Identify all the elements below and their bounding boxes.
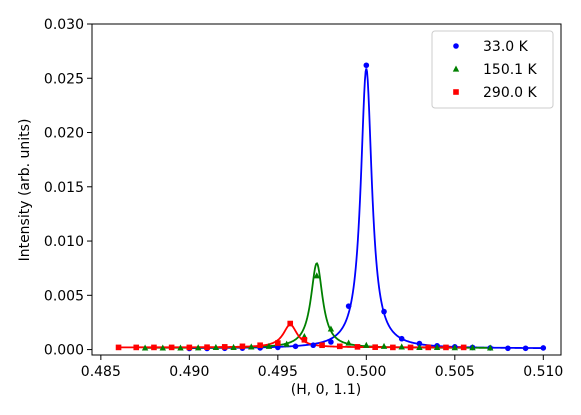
data-point-290-0-k — [168, 344, 175, 351]
y-tick-label: 0.000 — [44, 343, 84, 359]
data-point-290-0-k — [204, 344, 210, 350]
x-tick-label: 0.510 — [523, 364, 563, 380]
data-point-290-0-k — [319, 342, 325, 349]
x-tick-label: 0.485 — [81, 364, 121, 380]
data-point-290-0-k — [372, 344, 378, 350]
data-point-150-1-k — [141, 344, 149, 351]
legend-marker-33-0-k — [453, 43, 459, 49]
data-point-150-1-k — [363, 341, 370, 348]
y-tick-label: 0.030 — [44, 17, 84, 33]
data-point-150-1-k — [380, 342, 388, 349]
data-point-150-1-k — [398, 343, 405, 350]
data-point-33-0-k — [398, 335, 405, 342]
data-point-33-0-k — [540, 345, 547, 351]
fit-curve-290-0-k — [118, 323, 464, 349]
data-point-290-0-k — [425, 344, 432, 351]
data-point-150-1-k — [451, 344, 459, 351]
data-point-290-0-k — [151, 344, 157, 351]
data-point-290-0-k — [257, 342, 263, 349]
data-point-290-0-k — [336, 343, 343, 350]
x-axis-label: (H, 0, 1.1) — [291, 382, 361, 398]
data-point-150-1-k — [248, 343, 255, 350]
y-tick-label: 0.025 — [44, 71, 84, 87]
data-point-33-0-k — [381, 308, 387, 315]
y-tick-label: 0.005 — [44, 288, 84, 304]
legend-box — [431, 30, 554, 109]
data-point-290-0-k — [115, 344, 122, 351]
y-tick-label: 0.020 — [44, 126, 84, 142]
data-point-290-0-k — [301, 337, 308, 343]
data-point-33-0-k — [522, 345, 529, 352]
data-point-290-0-k — [443, 344, 449, 351]
data-point-150-1-k — [433, 343, 441, 351]
x-tick-label: 0.495 — [258, 364, 298, 380]
data-point-290-0-k — [186, 344, 193, 351]
data-point-290-0-k — [287, 320, 294, 327]
data-point-150-1-k — [469, 344, 476, 351]
y-axis-label: Intensity (arb. units) — [17, 119, 33, 262]
legend-label: 33.0 K — [483, 39, 529, 55]
data-point-290-0-k — [354, 344, 361, 350]
data-point-290-0-k — [275, 340, 281, 346]
data-point-33-0-k — [328, 339, 334, 345]
data-point-33-0-k — [416, 340, 423, 347]
legend-label: 290.0 K — [483, 85, 538, 101]
fit-curve-33-0-k — [189, 68, 544, 349]
plot-frame — [91, 23, 562, 356]
data-point-150-1-k — [416, 343, 423, 351]
data-point-150-1-k — [345, 339, 352, 346]
data-point-33-0-k — [345, 303, 352, 309]
fit-curves — [118, 68, 544, 349]
data-point-33-0-k — [292, 343, 299, 350]
data-point-33-0-k — [310, 342, 317, 349]
data-point-150-1-k — [327, 325, 335, 332]
data-point-290-0-k — [390, 344, 396, 351]
data-point-33-0-k — [363, 62, 370, 69]
data-point-33-0-k — [275, 344, 281, 351]
data-point-290-0-k — [407, 344, 414, 351]
legend: 33.0 K 150.1 K 290.0 K — [431, 30, 554, 109]
data-point-150-1-k — [283, 340, 290, 347]
data-point-150-1-k — [212, 343, 220, 351]
data-point-290-0-k — [133, 344, 140, 351]
data-point-290-0-k — [460, 344, 467, 351]
data-point-33-0-k — [505, 345, 511, 352]
data-points — [115, 62, 547, 352]
data-point-150-1-k — [230, 343, 237, 351]
legend-label: 150.1 K — [483, 62, 538, 78]
data-point-150-1-k — [313, 272, 320, 279]
data-point-150-1-k — [194, 344, 202, 351]
data-point-150-1-k — [177, 344, 184, 351]
legend-marker-150-1-k — [452, 65, 460, 72]
y-axis-ticks: 0.000 0.005 0.010 0.015 0.020 0.025 0.030 — [44, 17, 92, 359]
data-point-150-1-k — [265, 342, 273, 349]
y-tick-label: 0.010 — [44, 234, 84, 250]
data-point-150-1-k — [159, 344, 166, 351]
data-point-290-0-k — [221, 344, 228, 350]
x-tick-label: 0.500 — [346, 364, 386, 380]
y-tick-label: 0.015 — [44, 180, 84, 196]
legend-marker-290-0-k — [453, 89, 459, 95]
x-axis-ticks: 0.485 0.490 0.495 0.500 0.505 0.510 — [81, 355, 563, 380]
x-tick-label: 0.490 — [169, 364, 209, 380]
x-tick-label: 0.505 — [435, 364, 475, 380]
data-point-290-0-k — [239, 343, 246, 350]
data-point-150-1-k — [487, 344, 494, 351]
